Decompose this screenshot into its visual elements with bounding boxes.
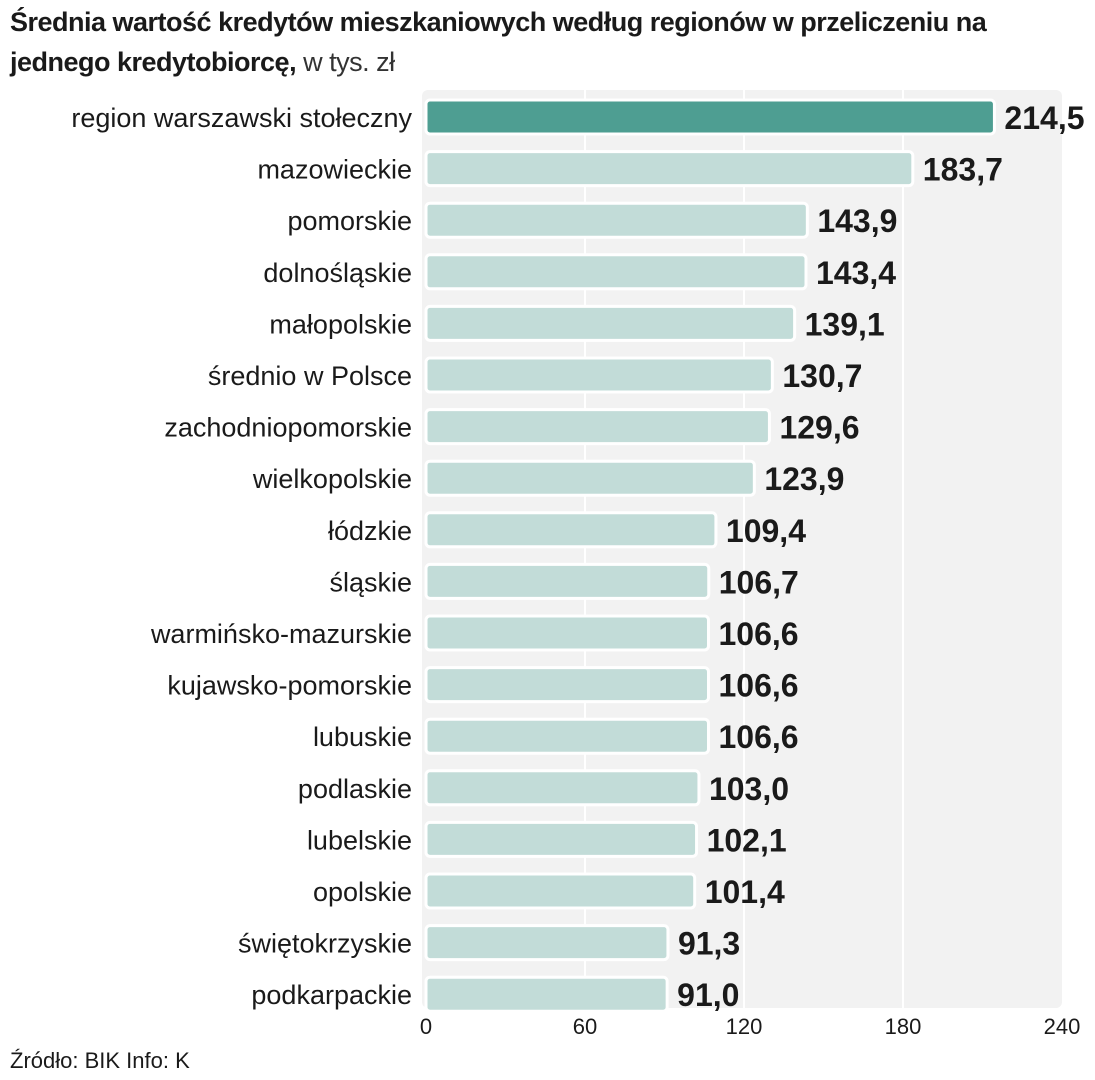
- bar: [424, 924, 670, 962]
- category-label: mazowieckie: [257, 155, 412, 185]
- category-label: łódzkie: [328, 516, 412, 546]
- category-label: wielkopolskie: [252, 464, 412, 494]
- value-label: 109,4: [726, 513, 806, 549]
- value-label: 91,0: [677, 977, 739, 1013]
- chart-title-main: Średnia wartość kredytów mieszkaniowych …: [10, 7, 987, 77]
- value-label: 139,1: [805, 306, 885, 342]
- category-label: śląskie: [329, 567, 412, 597]
- category-label: opolskie: [313, 877, 412, 907]
- x-tick-label: 240: [1044, 1014, 1081, 1039]
- value-label: 183,7: [923, 152, 1003, 188]
- category-label: małopolskie: [269, 309, 412, 339]
- value-label: 101,4: [705, 874, 785, 910]
- value-label: 106,6: [718, 616, 798, 652]
- bar: [424, 98, 996, 136]
- bar: [424, 717, 710, 755]
- bar: [424, 562, 711, 600]
- bar: [424, 459, 756, 497]
- value-label: 106,6: [718, 719, 798, 755]
- category-label: świętokrzyskie: [238, 929, 412, 959]
- bar: [424, 201, 809, 239]
- x-tick-label: 60: [573, 1014, 597, 1039]
- category-label: region warszawski stołeczny: [71, 103, 412, 133]
- bar: [424, 872, 697, 910]
- category-label: pomorskie: [287, 206, 412, 236]
- bar: [424, 666, 710, 704]
- bar: [424, 253, 808, 291]
- category-label: zachodniopomorskie: [164, 413, 412, 443]
- bar: [424, 614, 710, 652]
- category-label: warmińsko-mazurskie: [150, 619, 412, 649]
- category-label: lubuskie: [313, 722, 412, 752]
- bar: [424, 820, 699, 858]
- category-label: podkarpackie: [251, 980, 412, 1010]
- value-label: 102,1: [707, 822, 787, 858]
- bar: [424, 769, 701, 807]
- source-note: Źródło: BIK Info: K: [10, 1048, 190, 1073]
- category-label: podlaskie: [298, 774, 412, 804]
- value-label: 106,7: [719, 564, 799, 600]
- category-label: kujawsko-pomorskie: [167, 671, 412, 701]
- bar: [424, 304, 797, 342]
- value-label: 91,3: [678, 926, 740, 962]
- bar: [424, 150, 915, 188]
- chart-title: Średnia wartość kredytów mieszkaniowych …: [10, 2, 1085, 82]
- bar: [424, 356, 774, 394]
- x-tick-label: 0: [420, 1014, 432, 1039]
- value-label: 130,7: [782, 358, 862, 394]
- bar-chart: 0 60 120 180 240 region warszawski stołeczny 2…: [71, 90, 1085, 1039]
- bar: [424, 511, 718, 549]
- category-label: średnio w Polsce: [208, 361, 412, 391]
- chart-title-unit: w tys. zł: [296, 47, 395, 77]
- x-tick-label: 180: [885, 1014, 922, 1039]
- category-label: lubelskie: [307, 825, 412, 855]
- value-label: 143,4: [816, 255, 896, 291]
- x-tick-label: 120: [726, 1014, 763, 1039]
- value-label: 214,5: [1004, 100, 1084, 136]
- value-label: 123,9: [764, 461, 844, 497]
- value-label: 106,6: [718, 668, 798, 704]
- bar: [424, 975, 669, 1013]
- value-label: 143,9: [817, 203, 897, 239]
- value-label: 103,0: [709, 771, 789, 807]
- value-label: 129,6: [779, 410, 859, 446]
- bar: [424, 408, 771, 446]
- category-label: dolnośląskie: [263, 258, 412, 288]
